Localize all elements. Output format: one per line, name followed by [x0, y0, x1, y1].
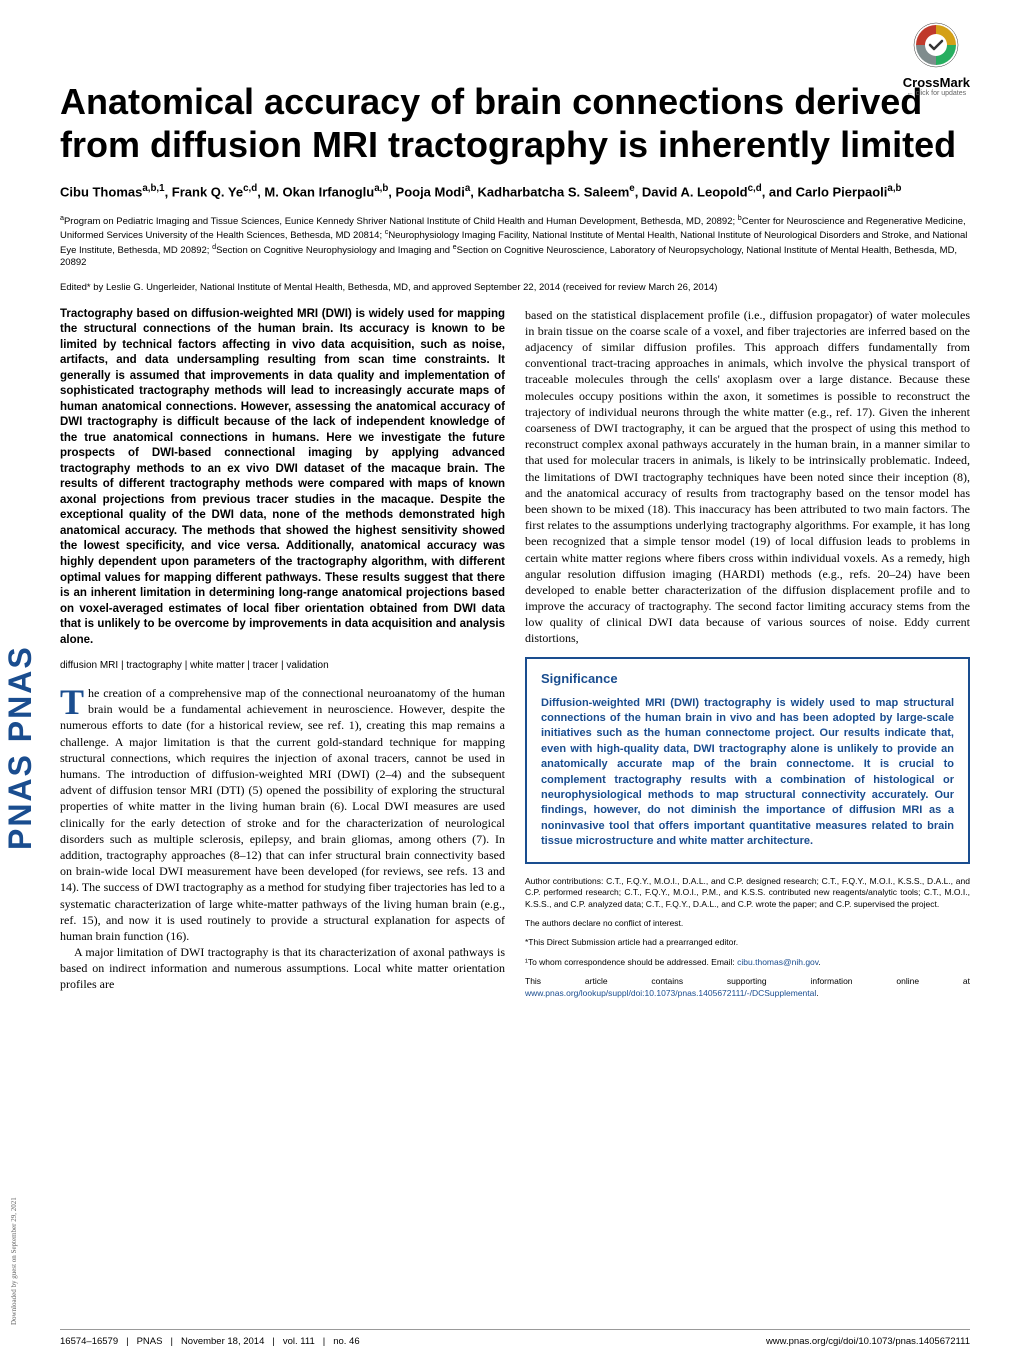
body-p2: A major limitation of DWI tractography i… — [60, 944, 505, 993]
footer-left: 16574–16579 | PNAS | November 18, 2014 |… — [60, 1336, 360, 1347]
keywords: diffusion MRI | tractography | white mat… — [60, 660, 505, 671]
page-footer: 16574–16579 | PNAS | November 18, 2014 |… — [60, 1329, 970, 1347]
correspondence-note: ¹To whom correspondence should be addres… — [525, 957, 970, 968]
body-text-left: The creation of a comprehensive map of t… — [60, 685, 505, 993]
footer-pages: 16574–16579 — [60, 1336, 118, 1347]
left-column: Tractography based on diffusion-weighted… — [60, 307, 505, 1008]
authors-list: Cibu Thomasa,b,1, Frank Q. Yec,d, M. Oka… — [60, 182, 970, 202]
significance-box: Significance Diffusion-weighted MRI (DWI… — [525, 657, 970, 864]
crossmark-badge[interactable]: CrossMark ← click for updates — [903, 20, 970, 97]
right-column: based on the statistical displacement pr… — [525, 307, 970, 1008]
footer-date: November 18, 2014 — [181, 1336, 264, 1347]
body-p1: he creation of a comprehensive map of th… — [60, 686, 505, 943]
footer-journal: PNAS — [137, 1336, 163, 1347]
supporting-info-link[interactable]: www.pnas.org/lookup/suppl/doi:10.1073/pn… — [525, 988, 816, 998]
footer-sep: | — [170, 1336, 172, 1347]
affiliations: aProgram on Pediatric Imaging and Tissue… — [60, 214, 970, 270]
main-content: Tractography based on diffusion-weighted… — [60, 307, 970, 1008]
direct-submission-note: *This Direct Submission article had a pr… — [525, 937, 970, 948]
crossmark-label: CrossMark — [903, 75, 970, 90]
footer-sep: | — [272, 1336, 274, 1347]
article-title: Anatomical accuracy of brain connections… — [60, 80, 970, 166]
author-contributions: Author contributions: C.T., F.Q.Y., M.O.… — [525, 876, 970, 910]
correspondence-email[interactable]: cibu.thomas@nih.gov — [737, 957, 818, 967]
footer-doi[interactable]: www.pnas.org/cgi/doi/10.1073/pnas.140567… — [766, 1336, 970, 1347]
edited-by: Edited* by Leslie G. Ungerleider, Nation… — [60, 282, 970, 293]
significance-text: Diffusion-weighted MRI (DWI) tractograph… — [541, 696, 954, 850]
supporting-info-note: This article contains supporting informa… — [525, 976, 970, 999]
body-text-right: based on the statistical displacement pr… — [525, 307, 970, 647]
footer-sep: | — [323, 1336, 325, 1347]
conflict-statement: The authors declare no conflict of inter… — [525, 918, 970, 929]
footer-sep: | — [126, 1336, 128, 1347]
pnas-sidebar-logo: PNAS PNAS — [2, 300, 42, 850]
abstract: Tractography based on diffusion-weighted… — [60, 307, 505, 648]
footer-issue: no. 46 — [333, 1336, 359, 1347]
download-note: Downloaded by guest on September 29, 202… — [10, 1197, 18, 1325]
dropcap: T — [60, 687, 84, 717]
significance-title: Significance — [541, 671, 954, 686]
crossmark-icon — [911, 20, 961, 70]
body-right-p1: based on the statistical displacement pr… — [525, 307, 970, 647]
footer-volume: vol. 111 — [283, 1336, 315, 1347]
crossmark-sublabel: ← click for updates — [903, 90, 970, 97]
